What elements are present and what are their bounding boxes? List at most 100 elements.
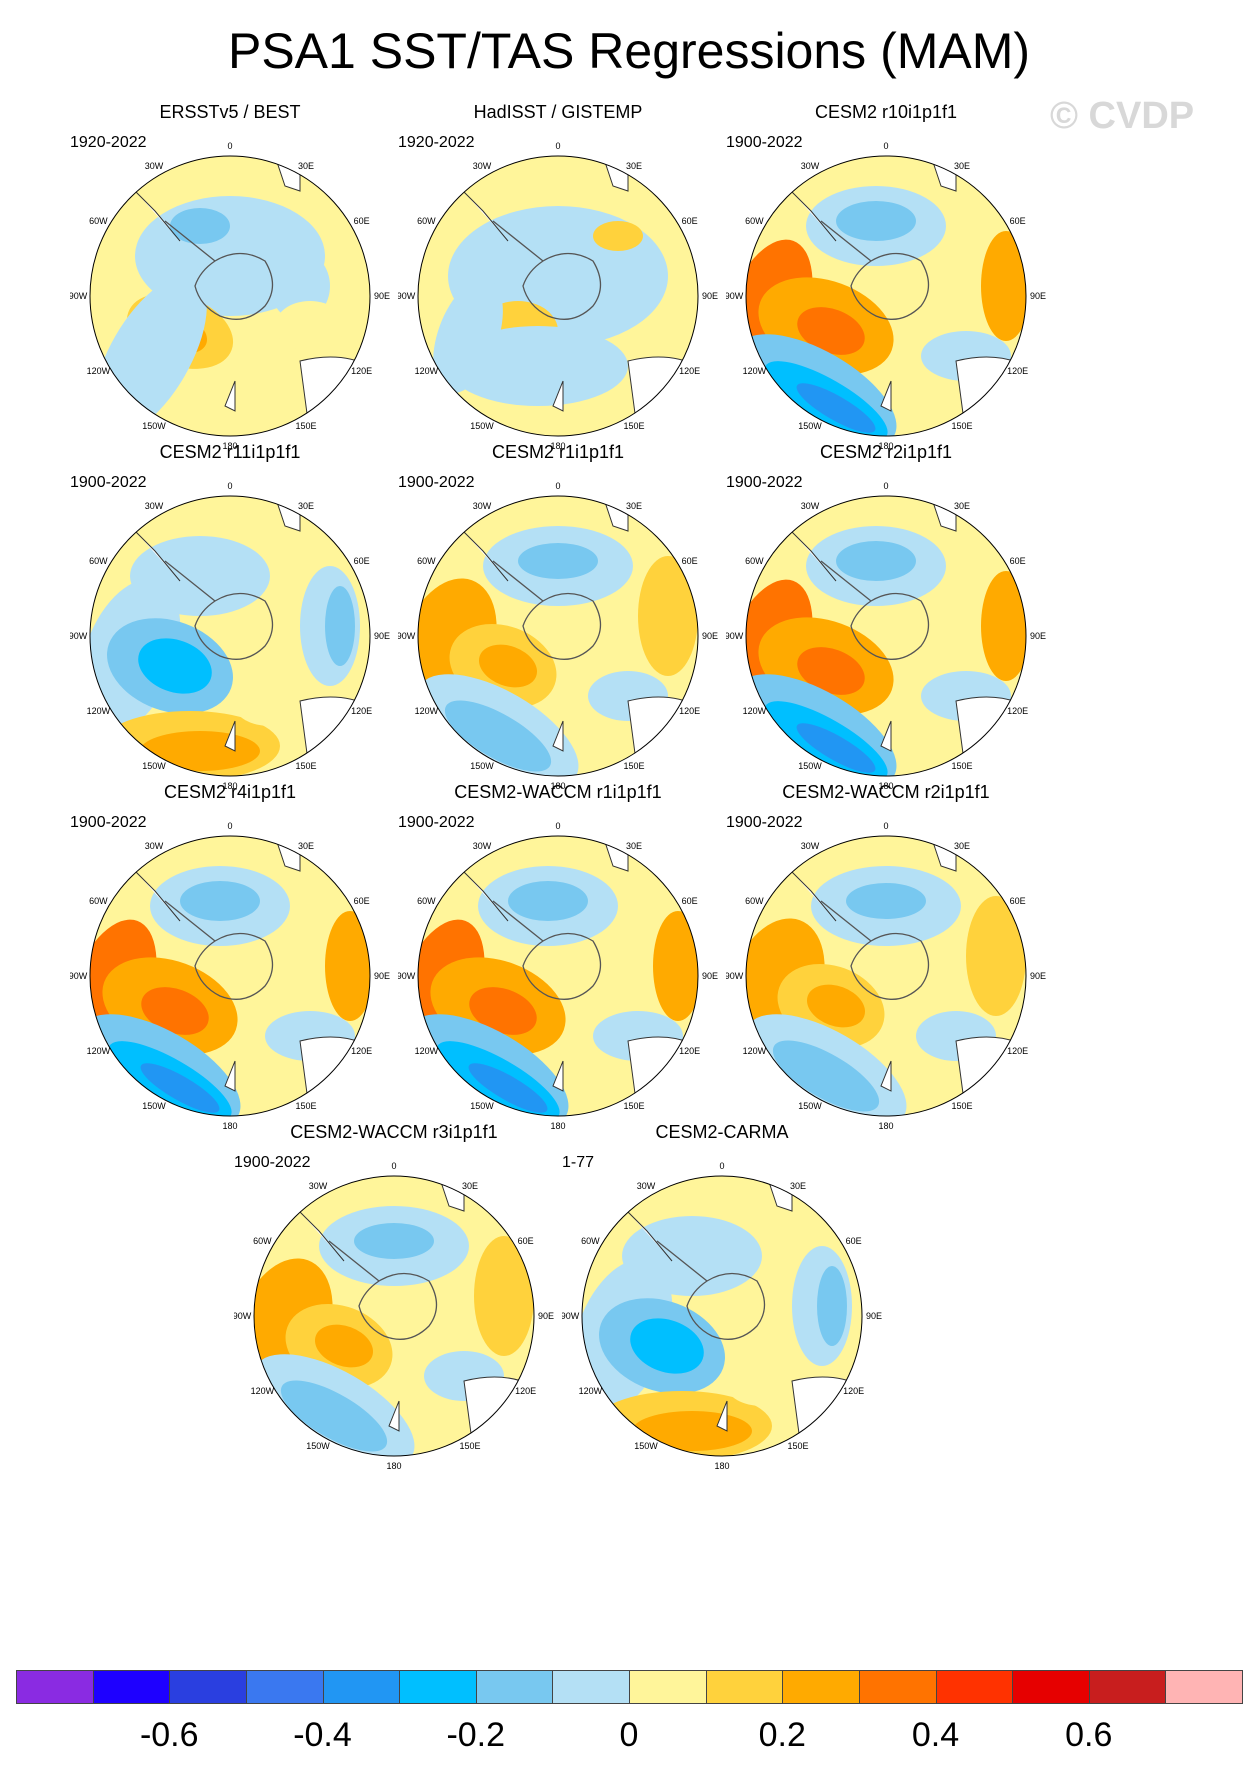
longitude-label: 90E	[1030, 291, 1046, 301]
longitude-label: 60W	[745, 556, 764, 566]
longitude-label: 150E	[295, 421, 316, 431]
longitude-label: 150W	[306, 1441, 330, 1451]
longitude-label: 60E	[354, 556, 370, 566]
longitude-label: 150W	[634, 1441, 658, 1451]
panel-period: 1900-2022	[726, 474, 803, 491]
longitude-label: 120W	[743, 1046, 767, 1056]
anomaly-blob	[981, 571, 1026, 681]
longitude-label: 0	[227, 141, 232, 151]
continent-outline	[134, 496, 370, 776]
map-border	[417, 495, 699, 777]
polar-map: 0 30E 60E 90E 120E 150E 180 150W 120W 90W 60W 30W	[726, 141, 1046, 451]
colorbar-tick-label: 0.2	[758, 1716, 806, 1754]
colorbar-swatch	[16, 1670, 94, 1704]
longitude-label: 0	[555, 481, 560, 491]
longitude-label: 150E	[951, 761, 972, 771]
panel-title: CESM2-WACCM r1i1p1f1	[454, 782, 662, 802]
longitude-label: 150E	[295, 1101, 316, 1111]
longitude-label: 180	[878, 441, 893, 451]
longitude-label: 150W	[142, 1101, 166, 1111]
continent-outline	[298, 1176, 534, 1456]
colorbar-swatch	[782, 1670, 860, 1704]
panel-period: 1900-2022	[234, 1154, 311, 1171]
panel-title: CESM2-WACCM r2i1p1f1	[782, 782, 990, 802]
longitude-label: 0	[555, 821, 560, 831]
polar-map: 0 30E 60E 90E 120E 150E 180 150W 120W 90W 60W 30W	[70, 821, 390, 1131]
colorbar-tick-label: -0.2	[446, 1716, 506, 1754]
longitude-label: 90W	[726, 291, 744, 301]
colorbar-swatch	[245, 1670, 324, 1704]
longitude-label: 120E	[679, 1046, 700, 1056]
longitude-label: 120E	[1007, 706, 1028, 716]
colorbar-swatch	[322, 1670, 401, 1704]
longitude-label: 150E	[623, 1101, 644, 1111]
panel-period: 1900-2022	[398, 814, 475, 831]
anomaly-blob	[806, 984, 866, 1028]
antarctica-coastline	[492, 560, 602, 660]
anomaly-blob	[325, 911, 370, 1021]
longitude-label: 90E	[702, 971, 718, 981]
longitude-label: 30E	[790, 1181, 806, 1191]
polar-map: 0 30E 60E 90E 120E 150E 180 150W 120W 90W 60W 30W	[726, 821, 1046, 1131]
map-panel: CESM2 r10i1p1f1 1900-2022 0 30E 60E 90E 120E 15…	[726, 102, 1046, 488]
longitude-label: 120E	[351, 706, 372, 716]
cvdp-watermark: © CVDP	[1050, 95, 1195, 137]
longitude-label: 30W	[473, 841, 492, 851]
longitude-label: 150W	[798, 761, 822, 771]
antarctica-coastline	[164, 560, 274, 660]
longitude-label: 150E	[787, 1441, 808, 1451]
longitude-label: 90E	[1030, 971, 1046, 981]
longitude-label: 90W	[562, 1311, 580, 1321]
longitude-label: 120E	[1007, 1046, 1028, 1056]
longitude-label: 60E	[1010, 896, 1026, 906]
anomaly-blob	[280, 1380, 388, 1452]
colorbar-swatch	[1165, 1670, 1243, 1704]
longitude-label: 180	[714, 1461, 729, 1471]
longitude-label: 0	[227, 481, 232, 491]
longitude-label: 60E	[354, 216, 370, 226]
anomaly-blob	[138, 638, 212, 694]
anomaly-blob	[846, 883, 926, 919]
panel-period: 1920-2022	[398, 134, 475, 151]
panel-period: 1900-2022	[398, 474, 475, 491]
longitude-label: 60E	[682, 216, 698, 226]
anomaly-blob	[518, 543, 598, 579]
continent-outline	[462, 496, 698, 776]
anomaly-blob	[468, 1063, 548, 1113]
longitude-label: 0	[227, 821, 232, 831]
longitude-label: 30W	[309, 1181, 328, 1191]
antarctica-coastline	[164, 220, 274, 320]
longitude-label: 60W	[581, 1236, 600, 1246]
map-panel: CESM2 r1i1p1f1 1900-2022 0 30E 60E 90E 120E 150…	[398, 442, 718, 828]
colorbar-swatch	[629, 1670, 707, 1704]
longitude-label: 120W	[87, 706, 111, 716]
panel-title: CESM2 r11i1p1f1	[159, 442, 301, 462]
longitude-label: 150W	[142, 761, 166, 771]
longitude-label: 120W	[415, 366, 439, 376]
longitude-label: 60E	[354, 896, 370, 906]
panel-title: CESM2-WACCM r3i1p1f1	[290, 1122, 498, 1142]
map-panel: HadISST / GISTEMP 1920-2022 0 30E 60E 90E 120E…	[398, 102, 718, 488]
map-panel: CESM2-WACCM r3i1p1f1 1900-2022 0 30E 60E 90E 1…	[234, 1122, 554, 1508]
anomaly-blob	[593, 221, 643, 251]
continent-outline	[134, 156, 370, 436]
map-border	[417, 155, 699, 437]
longitude-label: 30W	[801, 841, 820, 851]
longitude-label: 0	[719, 1161, 724, 1171]
longitude-label: 120E	[351, 366, 372, 376]
anomaly-blob	[444, 700, 552, 772]
anomaly-blob	[836, 201, 916, 241]
longitude-label: 30E	[298, 161, 314, 171]
panel-title: HadISST / GISTEMP	[473, 102, 643, 122]
longitude-label: 0	[391, 1161, 396, 1171]
colorbar-swatch	[92, 1670, 171, 1704]
longitude-label: 120W	[87, 1046, 111, 1056]
anomaly-blob	[180, 881, 260, 921]
longitude-label: 60E	[518, 1236, 534, 1246]
longitude-label: 60W	[417, 556, 436, 566]
colorbar-swatch	[1012, 1670, 1090, 1704]
panel-title: CESM2 r1i1p1f1	[491, 442, 625, 462]
longitude-label: 180	[550, 781, 565, 791]
map-panel: CESM2-WACCM r1i1p1f1 1900-2022 0 30E 60E 90E 1…	[398, 782, 718, 1168]
map-panel: ERSSTv5 / BEST 1920-2022 0 30E 60E 90E 120E 150…	[70, 102, 390, 488]
